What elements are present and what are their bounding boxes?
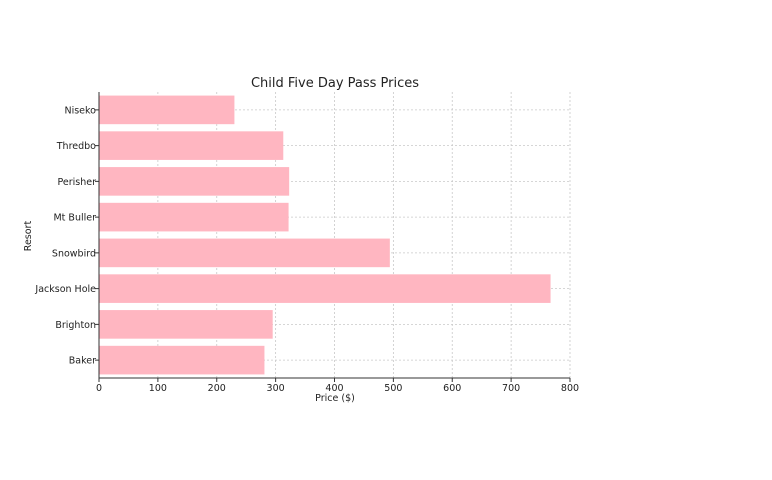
y-tick-label-baker: Baker [69, 356, 96, 367]
y-tick-label-perisher: Perisher [57, 177, 96, 188]
bar-brighton [99, 310, 273, 339]
bar-baker [99, 345, 265, 375]
bar-jackson-hole [99, 274, 551, 303]
x-tick-label-600: 600 [443, 383, 461, 394]
bar-thredbo [99, 131, 284, 160]
x-tick-label-200: 200 [208, 383, 226, 394]
bars-layer [99, 95, 551, 375]
y-tick-label-brighton: Brighton [55, 320, 96, 331]
bar-snowbird [99, 238, 390, 268]
y-tick-label-thredbo: Thredbo [56, 141, 96, 152]
y-tick-label-snowbird: Snowbird [52, 248, 96, 259]
bar-perisher [99, 167, 290, 196]
chart-title: Child Five Day Pass Prices [251, 76, 419, 91]
axes-layer: 0 100 200 300 400 500 600 700 800 Niseko Thredbo Pe… [34, 92, 579, 394]
x-tick-label-0: 0 [96, 383, 102, 394]
y-tick-label-niseko: Niseko [64, 105, 96, 116]
y-tick-label-mt-buller: Mt Buller [53, 213, 96, 224]
x-tick-label-400: 400 [325, 383, 343, 394]
y-axis-label: Resort [23, 221, 34, 252]
x-tick-label-100: 100 [149, 383, 167, 394]
bar-mt-buller [99, 202, 289, 232]
x-tick-label-700: 700 [502, 383, 520, 394]
y-tick-label-jackson-hole: Jackson Hole [34, 284, 96, 295]
x-tick-label-300: 300 [267, 383, 285, 394]
x-tick-label-800: 800 [561, 383, 579, 394]
x-tick-label-500: 500 [384, 383, 402, 394]
bar-niseko [99, 95, 235, 125]
x-axis-label: Price ($) [315, 393, 355, 404]
